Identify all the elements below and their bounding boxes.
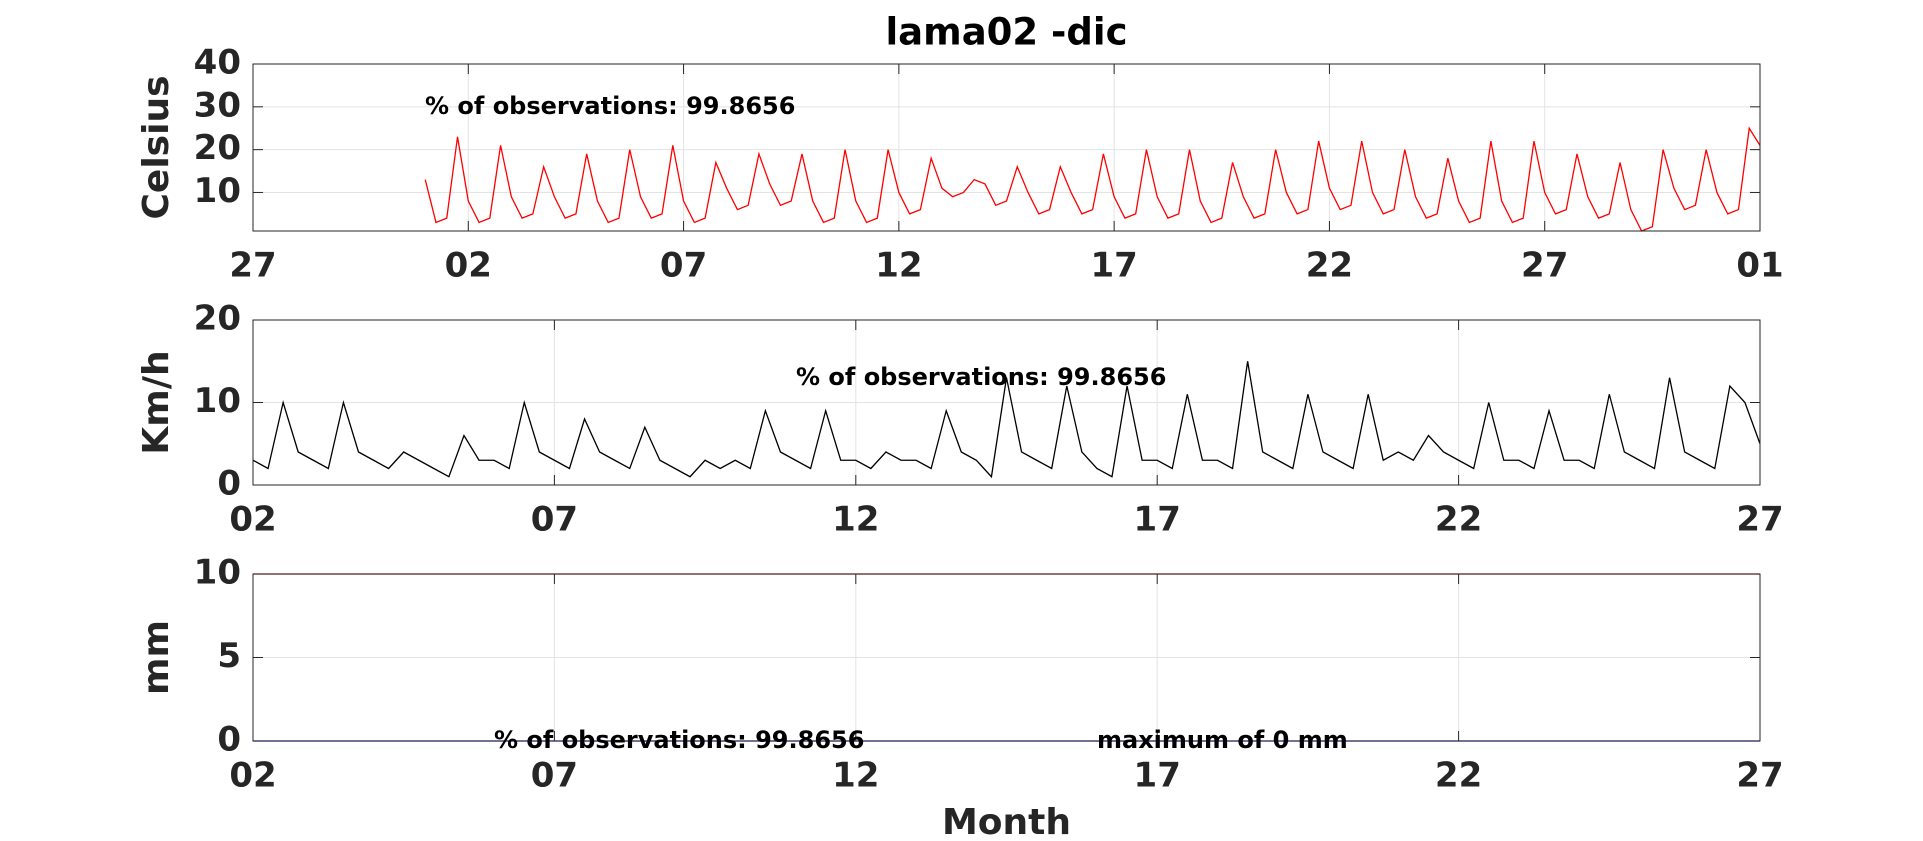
x-tick-label: 07 <box>531 500 578 540</box>
data-line <box>252 361 1761 479</box>
y-tick-label: 10 <box>194 381 241 421</box>
y-tick-label: 20 <box>194 128 241 168</box>
plot-area <box>253 64 1760 231</box>
y-tick-label: 0 <box>217 720 241 760</box>
chart-title: lama02 -dic <box>886 11 1128 54</box>
axes-box <box>252 319 1761 486</box>
x-tick-label: 22 <box>1435 756 1482 796</box>
x-tick-label: 27 <box>1521 246 1568 286</box>
x-tick-label: 12 <box>832 500 879 540</box>
y-tick-label: 10 <box>194 553 241 593</box>
y-tick-label: 5 <box>217 636 241 676</box>
x-tick-label: 02 <box>445 246 492 286</box>
x-tick-label: 01 <box>1736 246 1783 286</box>
x-tick-label: 02 <box>229 500 276 540</box>
data-line <box>424 126 1761 232</box>
annotation: % of observations: 99.8656 <box>796 363 1166 391</box>
x-tick-label: 27 <box>1736 756 1783 796</box>
annotation: % of observations: 99.8656 <box>425 92 795 120</box>
x-tick-label: 22 <box>1306 246 1353 286</box>
y-tick-label: 10 <box>194 171 241 211</box>
y-tick-label: 40 <box>194 43 241 83</box>
x-tick-label: 22 <box>1435 500 1482 540</box>
x-tick-label: 17 <box>1134 500 1181 540</box>
annotation: maximum of 0 mm <box>1097 726 1348 754</box>
x-tick-label: 02 <box>229 756 276 796</box>
x-tick-label: 17 <box>1134 756 1181 796</box>
x-tick-label: 17 <box>1090 246 1137 286</box>
y-tick-label: 30 <box>194 85 241 125</box>
y-axis-label: mm <box>136 620 177 695</box>
x-tick-label: 12 <box>875 246 922 286</box>
x-tick-label: 12 <box>832 756 879 796</box>
axes-box <box>252 573 1761 742</box>
y-tick-label: 20 <box>194 299 241 339</box>
y-tick-label: 0 <box>217 464 241 504</box>
y-axis-label: Km/h <box>136 350 177 454</box>
y-axis-label: Celsius <box>136 76 177 220</box>
x-axis-label: Month <box>942 802 1071 841</box>
annotation: % of observations: 99.8656 <box>494 726 864 754</box>
x-tick-label: 27 <box>1736 500 1783 540</box>
x-tick-label: 07 <box>660 246 707 286</box>
x-tick-label: 07 <box>531 756 578 796</box>
axes-box <box>252 63 1761 232</box>
x-tick-label: 27 <box>229 246 276 286</box>
